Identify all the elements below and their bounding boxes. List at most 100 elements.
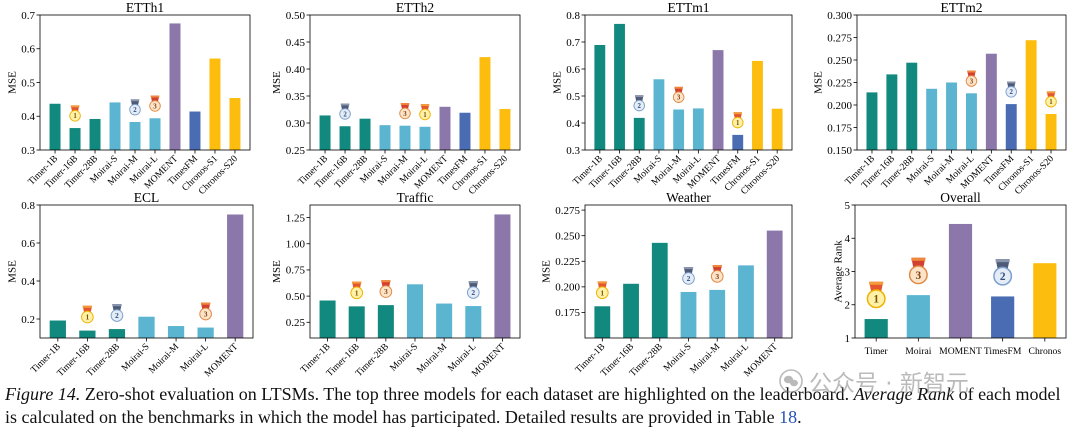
medal-ribbon-band (400, 103, 410, 105)
y-tick-label: 0.25 (286, 145, 306, 157)
plot-frame (309, 14, 521, 151)
caption-text: of each model is calculated on the bench… (5, 384, 1061, 427)
bar-timer-16b (614, 23, 625, 150)
medal-disc (672, 91, 685, 103)
medal-disc (633, 99, 645, 112)
y-tick-label: 0.275 (827, 32, 852, 44)
y-tick-label: 0.250 (555, 230, 580, 242)
medal-rank-1-icon: 1 (595, 281, 609, 300)
y-tick-label: 0.150 (827, 145, 852, 157)
bar-timer-1b (319, 115, 331, 150)
bar-moirai-m (709, 289, 726, 338)
y-tick-label: 0.2 (21, 314, 35, 326)
medal-ribbon-band (70, 105, 80, 108)
y-tick-label: 1.25 (286, 212, 306, 224)
x-tick-label: MOMENT (939, 346, 982, 357)
bar-moirai-s (109, 102, 121, 150)
chart-title: ETTm1 (668, 0, 710, 15)
medal-number: 3 (915, 270, 921, 282)
x-tick-label: Timer (865, 346, 889, 357)
y-tick-label: 0.4 (566, 118, 580, 130)
y-tick-label: 0.225 (555, 256, 580, 268)
bar-moment (439, 106, 451, 150)
y-axis-label: Average Rank (833, 240, 845, 303)
bar-moirai-s (406, 284, 424, 338)
medal-rank-1-icon: 1 (866, 281, 886, 309)
medal-rank-2-icon: 2 (1005, 81, 1017, 98)
bar-moirai-m (129, 121, 141, 150)
medal-rank-3-icon: 3 (908, 257, 928, 285)
y-tick-label: 0.35 (286, 91, 306, 103)
medal-ribbon-band (352, 281, 362, 284)
y-tick-label: 0.225 (827, 77, 852, 89)
x-tick-label: Chronos (1029, 346, 1062, 357)
y-tick-label: 0.4 (21, 111, 35, 123)
medal-rank-1-icon: 1 (419, 104, 431, 121)
y-tick-label: 0.25 (286, 317, 306, 329)
chart-panel-weather: 0.1750.2000.2250.2500.275Timer-1BTimer-1… (541, 190, 793, 379)
medal-disc (379, 285, 393, 298)
y-tick-label: 0.275 (555, 205, 580, 217)
medal-rank-3-icon: 3 (149, 95, 161, 112)
bar-timer-28b (377, 305, 394, 338)
y-tick-label: 0.6 (566, 64, 580, 76)
medal-number: 2 (471, 288, 475, 297)
x-tick-label: Moirai (905, 346, 931, 357)
medal-disc (149, 100, 161, 112)
y-tick-label: 0.30 (286, 118, 306, 130)
bar-timesfm (732, 134, 744, 150)
bar-timer-16b (886, 74, 898, 150)
medal-rank-2-icon: 2 (339, 103, 351, 120)
y-tick-label: 1 (845, 333, 851, 345)
bar-moirai-s (138, 316, 155, 338)
medal-disc (710, 270, 724, 283)
y-tick-label: 1.00 (286, 239, 306, 251)
bar-chronos-s20 (1045, 114, 1057, 150)
chart-title: Weather (666, 190, 711, 205)
bar-moirai-s (680, 291, 697, 338)
bar-timer-16b (79, 330, 96, 338)
y-tick-label: 0.45 (286, 37, 306, 49)
bar-moirai-l (465, 306, 482, 338)
bar-timer-1b (866, 92, 878, 150)
bar-chronos-s20 (771, 108, 783, 150)
caption-text: Zero-shot evaluation on LTSMs. The top t… (84, 384, 850, 404)
medal-ribbon-band (82, 305, 93, 308)
bar-moirai-m (436, 303, 453, 338)
medal-disc (866, 289, 886, 309)
y-tick-label: 0.50 (286, 10, 306, 22)
medal-number: 2 (687, 274, 691, 283)
bar-timer-16b (339, 126, 351, 150)
medal-ribbon-band (130, 99, 140, 102)
bar-moirai-m (946, 82, 958, 150)
y-tick-label: 0.300 (827, 10, 852, 22)
bar-timesfm (459, 112, 471, 150)
medal-number: 1 (423, 112, 427, 119)
bar-chronos-s20 (499, 108, 511, 150)
chart-title: ECL (134, 190, 160, 205)
chart-panel-etth2: 0.250.300.350.400.450.50Timer-1BTimer-16… (271, 0, 521, 197)
medal-ribbon-band (1006, 81, 1016, 84)
y-axis-label: MSE (271, 71, 283, 94)
bar-moirai-s (379, 125, 391, 150)
bar-chronos-s1 (1025, 40, 1037, 151)
medal-ribbon-band (733, 112, 743, 115)
y-tick-label: 0.6 (21, 44, 35, 56)
bar-moirai-l (692, 108, 704, 150)
bar-timer-1b (594, 306, 611, 338)
bar-timer-16b (69, 128, 81, 150)
medal-disc (69, 110, 81, 122)
medal-ribbon-band (674, 86, 683, 89)
bar-moirai (906, 295, 930, 338)
medal-rank-2-icon: 2 (682, 267, 695, 285)
x-tick-label: TimesFM (984, 346, 1022, 357)
chart-panel-overall: 1 2 3 4 5 Timer Moirai MOMENT TimesFM Chronos Over… (833, 190, 1067, 357)
bar-moirai-s (653, 79, 665, 150)
y-tick-label: 0.3 (21, 145, 35, 157)
y-tick-label: 0.175 (555, 307, 580, 319)
bar-chronos-s20 (229, 98, 241, 150)
medal-number: 1 (85, 313, 89, 322)
x-tick-label: Moirai-M (147, 341, 182, 376)
medal-ribbon-band (911, 257, 926, 261)
table-reference-link[interactable]: 18 (779, 407, 798, 427)
